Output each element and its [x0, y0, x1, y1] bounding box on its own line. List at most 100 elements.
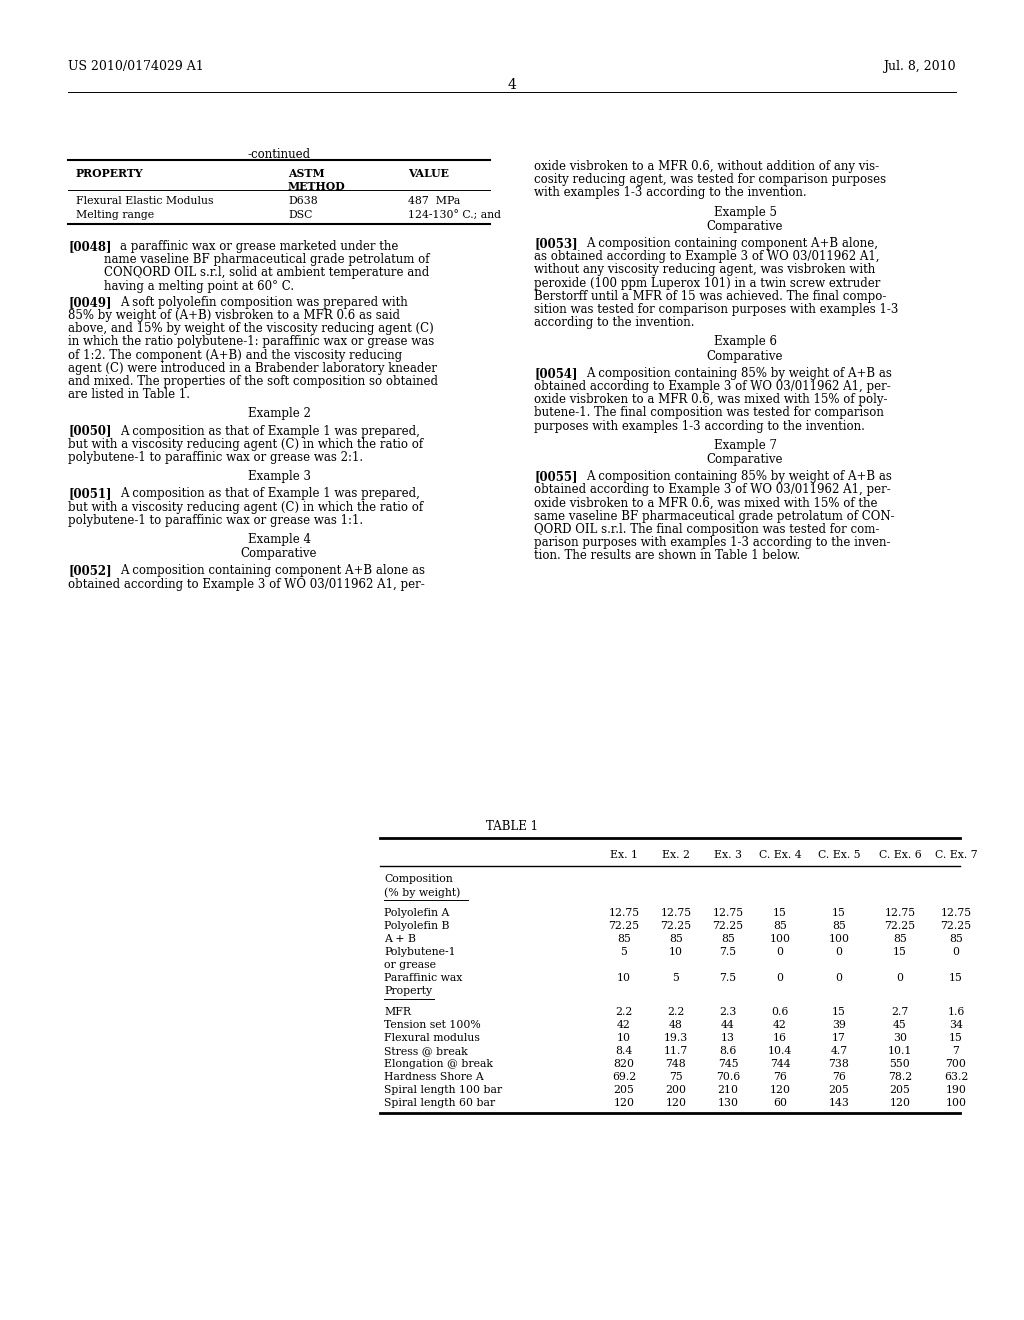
Text: QORD OIL s.r.l. The final composition was tested for com-: QORD OIL s.r.l. The final composition wa… — [534, 523, 880, 536]
Text: agent (C) were introduced in a Brabender laboratory kneader: agent (C) were introduced in a Brabender… — [68, 362, 437, 375]
Text: obtained according to Example 3 of WO 03/011962 A1, per-: obtained according to Example 3 of WO 03… — [534, 483, 891, 496]
Text: 70.6: 70.6 — [716, 1072, 740, 1082]
Text: Flexural modulus: Flexural modulus — [384, 1034, 480, 1043]
Text: 85% by weight of (A+B) visbroken to a MFR 0.6 as said: 85% by weight of (A+B) visbroken to a MF… — [68, 309, 400, 322]
Text: A composition containing component A+B alone as: A composition containing component A+B a… — [120, 565, 425, 577]
Text: 85: 85 — [949, 935, 963, 944]
Text: Example 5: Example 5 — [714, 206, 776, 219]
Text: or grease: or grease — [384, 960, 436, 970]
Text: 2.7: 2.7 — [891, 1007, 908, 1016]
Text: Hardness Shore A: Hardness Shore A — [384, 1072, 483, 1082]
Text: and mixed. The properties of the soft composition so obtained: and mixed. The properties of the soft co… — [68, 375, 438, 388]
Text: 13: 13 — [721, 1034, 735, 1043]
Text: [0054]: [0054] — [534, 367, 578, 380]
Text: 19.3: 19.3 — [664, 1034, 688, 1043]
Text: 100: 100 — [828, 935, 850, 944]
Text: oxide visbroken to a MFR 0.6, was mixed with 15% of the: oxide visbroken to a MFR 0.6, was mixed … — [534, 496, 878, 510]
Text: in which the ratio polybutene-1: paraffinic wax or grease was: in which the ratio polybutene-1: paraffi… — [68, 335, 434, 348]
Text: polybutene-1 to paraffinic wax or grease was 2:1.: polybutene-1 to paraffinic wax or grease… — [68, 451, 364, 465]
Text: 8.6: 8.6 — [719, 1045, 736, 1056]
Text: 85: 85 — [893, 935, 907, 944]
Text: Ex. 1: Ex. 1 — [610, 850, 638, 861]
Text: 7.5: 7.5 — [720, 973, 736, 983]
Text: 120: 120 — [769, 1085, 791, 1096]
Text: 72.25: 72.25 — [885, 921, 915, 931]
Text: D638: D638 — [288, 195, 317, 206]
Text: Ex. 2: Ex. 2 — [662, 850, 690, 861]
Text: 0: 0 — [836, 946, 843, 957]
Text: Comparative: Comparative — [707, 453, 783, 466]
Text: 2.2: 2.2 — [615, 1007, 633, 1016]
Text: 16: 16 — [773, 1034, 787, 1043]
Text: 190: 190 — [945, 1085, 967, 1096]
Text: Comparative: Comparative — [707, 220, 783, 232]
Text: 17: 17 — [833, 1034, 846, 1043]
Text: (% by weight): (% by weight) — [384, 887, 461, 898]
Text: having a melting point at 60° C.: having a melting point at 60° C. — [104, 280, 294, 293]
Text: 738: 738 — [828, 1059, 850, 1069]
Text: 120: 120 — [666, 1098, 686, 1107]
Text: 210: 210 — [718, 1085, 738, 1096]
Text: ASTM
METHOD: ASTM METHOD — [288, 168, 346, 191]
Text: 748: 748 — [666, 1059, 686, 1069]
Text: 8.4: 8.4 — [615, 1045, 633, 1056]
Text: Melting range: Melting range — [76, 210, 155, 220]
Text: 15: 15 — [949, 973, 963, 983]
Text: A composition as that of Example 1 was prepared,: A composition as that of Example 1 was p… — [120, 487, 420, 500]
Text: 143: 143 — [828, 1098, 850, 1107]
Text: 100: 100 — [769, 935, 791, 944]
Text: 15: 15 — [773, 908, 786, 917]
Text: Paraffinic wax: Paraffinic wax — [384, 973, 463, 983]
Text: 72.25: 72.25 — [608, 921, 640, 931]
Text: Polybutene-1: Polybutene-1 — [384, 946, 456, 957]
Text: 15: 15 — [893, 946, 907, 957]
Text: 0: 0 — [776, 946, 783, 957]
Text: Spiral length 60 bar: Spiral length 60 bar — [384, 1098, 496, 1107]
Text: above, and 15% by weight of the viscosity reducing agent (C): above, and 15% by weight of the viscosit… — [68, 322, 434, 335]
Text: [0055]: [0055] — [534, 470, 578, 483]
Text: a paraffinic wax or grease marketed under the: a paraffinic wax or grease marketed unde… — [120, 240, 398, 253]
Text: 0.6: 0.6 — [771, 1007, 788, 1016]
Text: [0053]: [0053] — [534, 238, 578, 249]
Text: 11.7: 11.7 — [664, 1045, 688, 1056]
Text: Polyolefin A: Polyolefin A — [384, 908, 450, 917]
Text: 48: 48 — [669, 1020, 683, 1030]
Text: C. Ex. 4: C. Ex. 4 — [759, 850, 802, 861]
Text: 78.2: 78.2 — [888, 1072, 912, 1082]
Text: MFR: MFR — [384, 1007, 411, 1016]
Text: obtained according to Example 3 of WO 03/011962 A1, per-: obtained according to Example 3 of WO 03… — [68, 578, 425, 590]
Text: PROPERTY: PROPERTY — [76, 168, 143, 180]
Text: Tension set 100%: Tension set 100% — [384, 1020, 480, 1030]
Text: 85: 85 — [721, 935, 735, 944]
Text: [0049]: [0049] — [68, 296, 112, 309]
Text: 30: 30 — [893, 1034, 907, 1043]
Text: tion. The results are shown in Table 1 below.: tion. The results are shown in Table 1 b… — [534, 549, 800, 562]
Text: 12.75: 12.75 — [885, 908, 915, 917]
Text: 12.75: 12.75 — [940, 908, 972, 917]
Text: VALUE: VALUE — [408, 168, 449, 180]
Text: 487  MPa: 487 MPa — [408, 195, 460, 206]
Text: purposes with examples 1-3 according to the invention.: purposes with examples 1-3 according to … — [534, 420, 865, 433]
Text: as obtained according to Example 3 of WO 03/011962 A1,: as obtained according to Example 3 of WO… — [534, 251, 880, 263]
Text: A soft polyolefin composition was prepared with: A soft polyolefin composition was prepar… — [120, 296, 408, 309]
Text: 15: 15 — [949, 1034, 963, 1043]
Text: but with a viscosity reducing agent (C) in which the ratio of: but with a viscosity reducing agent (C) … — [68, 500, 423, 513]
Text: 60: 60 — [773, 1098, 787, 1107]
Text: same vaseline BF pharmaceutical grade petrolatum of CON-: same vaseline BF pharmaceutical grade pe… — [534, 510, 895, 523]
Text: A composition containing 85% by weight of A+B as: A composition containing 85% by weight o… — [586, 367, 892, 380]
Text: [0048]: [0048] — [68, 240, 112, 253]
Text: Comparative: Comparative — [241, 548, 317, 560]
Text: 63.2: 63.2 — [944, 1072, 968, 1082]
Text: C. Ex. 5: C. Ex. 5 — [818, 850, 860, 861]
Text: 85: 85 — [617, 935, 631, 944]
Text: 2.3: 2.3 — [719, 1007, 736, 1016]
Text: -continued: -continued — [248, 148, 310, 161]
Text: 72.25: 72.25 — [660, 921, 691, 931]
Text: Jul. 8, 2010: Jul. 8, 2010 — [884, 59, 956, 73]
Text: 4: 4 — [508, 78, 516, 92]
Text: 0: 0 — [836, 973, 843, 983]
Text: 205: 205 — [613, 1085, 635, 1096]
Text: Composition: Composition — [384, 874, 453, 884]
Text: are listed in Table 1.: are listed in Table 1. — [68, 388, 190, 401]
Text: oxide visbroken to a MFR 0.6, was mixed with 15% of poly-: oxide visbroken to a MFR 0.6, was mixed … — [534, 393, 888, 407]
